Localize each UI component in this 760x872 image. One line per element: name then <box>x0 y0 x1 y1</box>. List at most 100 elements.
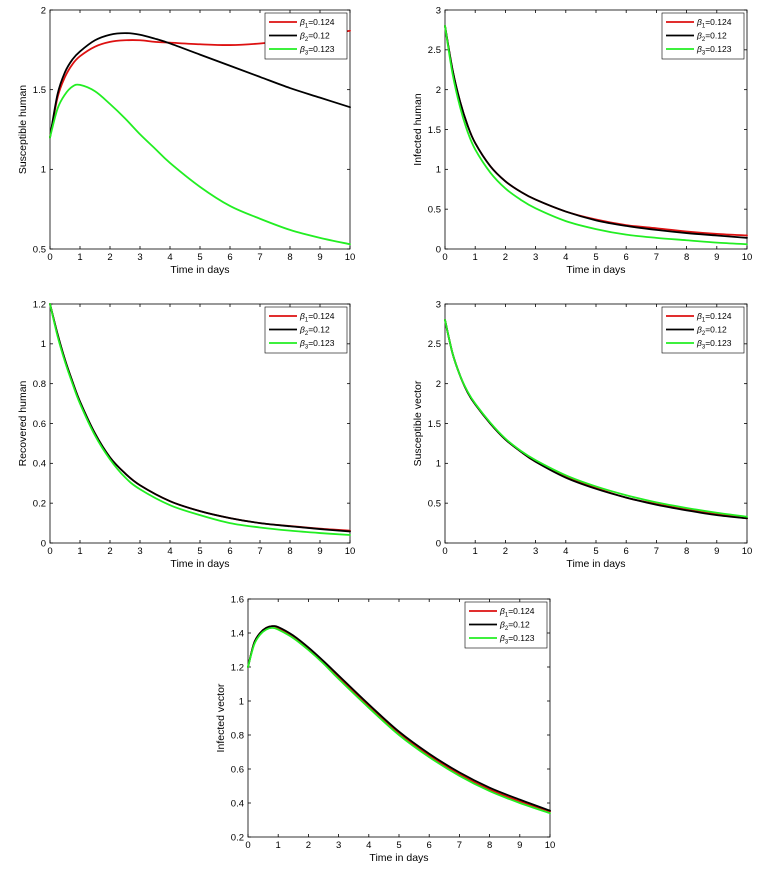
y-axis-label: Infected vector <box>215 683 227 752</box>
y-tick-label: 0.6 <box>33 419 46 430</box>
y-tick-label: 0.5 <box>428 204 441 215</box>
legend-subscript: 2 <box>305 37 309 43</box>
y-tick-label: 1 <box>41 165 46 176</box>
legend-symbol: β <box>696 31 702 41</box>
legend-subscript: 2 <box>702 331 706 337</box>
legend-symbol: β <box>696 338 702 348</box>
y-axis-label: Infected human <box>412 93 424 166</box>
x-tick-label: 2 <box>107 252 112 263</box>
x-tick-label: 7 <box>654 546 659 557</box>
legend-symbol: β <box>299 44 305 54</box>
legend-label-2: β2=0.12 <box>499 620 530 633</box>
x-axis-label: Time in days <box>566 264 625 276</box>
legend-value: =0.12 <box>308 325 330 335</box>
legend-label-2: β2=0.12 <box>299 325 330 338</box>
x-tick-label: 6 <box>227 252 232 263</box>
series-line-2 <box>49 32 351 139</box>
legend-value: =0.123 <box>308 338 335 348</box>
y-tick-label: 0.2 <box>33 498 46 509</box>
x-tick-label: 10 <box>742 546 753 557</box>
x-tick-label: 7 <box>457 840 462 851</box>
legend-subscript: 3 <box>305 345 309 351</box>
y-tick-label: 2 <box>436 85 441 96</box>
legend-value: =0.124 <box>308 311 335 321</box>
y-tick-label: 1 <box>436 165 441 176</box>
legend-symbol: β <box>299 17 305 27</box>
x-tick-label: 4 <box>563 252 568 263</box>
chart-panel: 0 1 2 3 4 5 6 7 8 9 10 0.5 1 1.5 2 Time in days Suscepti… <box>17 5 355 276</box>
legend-value: =0.124 <box>705 311 732 321</box>
legend-subscript: 3 <box>305 51 309 57</box>
x-tick-label: 4 <box>563 546 568 557</box>
legend-symbol: β <box>499 620 505 630</box>
legend-value: =0.124 <box>705 17 732 27</box>
legend-label-2: β2=0.12 <box>299 31 330 44</box>
legend-value: =0.123 <box>508 633 535 643</box>
chart-panel: 0 1 2 3 4 5 6 7 8 9 10 0 0.5 1 1.5 2 2.5 3 Time in days Inf… <box>412 5 752 276</box>
legend-label-1: β1=0.124 <box>299 311 335 324</box>
y-tick-label: 0.5 <box>428 498 441 509</box>
x-tick-label: 0 <box>442 546 447 557</box>
legend-label-1: β1=0.124 <box>499 606 535 619</box>
legend-subscript: 3 <box>702 345 706 351</box>
legend-value: =0.124 <box>508 606 535 616</box>
x-tick-label: 10 <box>545 840 556 851</box>
x-tick-label: 8 <box>287 252 292 263</box>
y-tick-label: 3 <box>436 5 441 16</box>
x-axis-label: Time in days <box>170 558 229 570</box>
legend-symbol: β <box>299 338 305 348</box>
x-tick-label: 10 <box>345 252 356 263</box>
legend-value: =0.12 <box>705 325 727 335</box>
legend-label-1: β1=0.124 <box>696 311 732 324</box>
legend-label-2: β2=0.12 <box>696 325 727 338</box>
x-tick-label: 9 <box>714 252 719 263</box>
x-tick-label: 5 <box>593 546 598 557</box>
x-tick-label: 1 <box>473 546 478 557</box>
x-tick-label: 4 <box>366 840 371 851</box>
x-tick-label: 2 <box>306 840 311 851</box>
y-tick-label: 0.8 <box>231 730 244 741</box>
x-tick-label: 8 <box>684 546 689 557</box>
legend-value: =0.124 <box>308 17 335 27</box>
y-tick-label: 2 <box>41 5 46 16</box>
x-tick-label: 7 <box>654 252 659 263</box>
legend-subscript: 1 <box>305 318 309 324</box>
series-line-2 <box>444 25 748 239</box>
legend-label-2: β2=0.12 <box>696 31 727 44</box>
legend-value: =0.123 <box>308 44 335 54</box>
x-tick-label: 1 <box>473 252 478 263</box>
legend-subscript: 2 <box>702 37 706 43</box>
x-tick-label: 9 <box>714 546 719 557</box>
y-tick-label: 0.2 <box>231 832 244 843</box>
x-tick-label: 10 <box>345 546 356 557</box>
series-line-3 <box>444 25 748 246</box>
x-tick-label: 6 <box>624 252 629 263</box>
y-tick-label: 2 <box>436 379 441 390</box>
y-tick-label: 1.5 <box>428 125 441 136</box>
legend-label-3: β3=0.123 <box>299 338 335 351</box>
y-tick-label: 1.5 <box>33 85 46 96</box>
x-tick-label: 9 <box>517 840 522 851</box>
y-tick-label: 0.6 <box>231 764 244 775</box>
x-tick-label: 0 <box>47 546 52 557</box>
x-tick-label: 3 <box>533 252 538 263</box>
x-tick-label: 9 <box>317 252 322 263</box>
x-tick-label: 0 <box>47 252 52 263</box>
x-tick-label: 3 <box>137 252 142 263</box>
x-tick-label: 7 <box>257 252 262 263</box>
legend-symbol: β <box>499 606 505 616</box>
legend-label-1: β1=0.124 <box>299 17 335 30</box>
legend-label-1: β1=0.124 <box>696 17 732 30</box>
y-tick-label: 0.4 <box>231 798 244 809</box>
x-tick-label: 5 <box>396 840 401 851</box>
y-tick-label: 3 <box>436 299 441 310</box>
y-axis-label: Susceptible vector <box>412 380 424 466</box>
x-tick-label: 1 <box>276 840 281 851</box>
legend-subscript: 2 <box>305 331 309 337</box>
legend-symbol: β <box>696 311 702 321</box>
legend-subscript: 1 <box>305 24 309 30</box>
y-tick-label: 1.2 <box>33 299 46 310</box>
